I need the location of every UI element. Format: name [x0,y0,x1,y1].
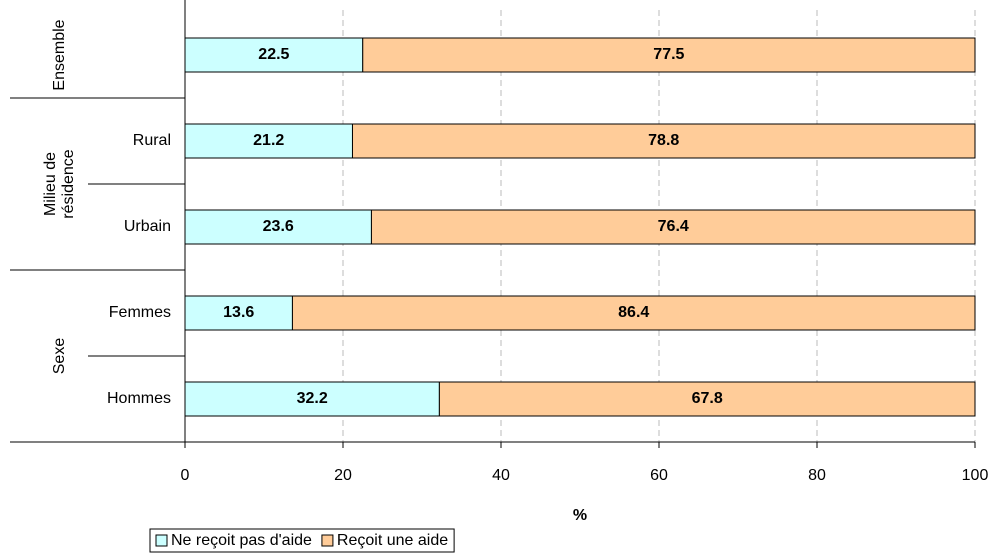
group-label: Milieu derésidence [42,149,77,218]
x-tick-label: 100 [962,467,989,484]
value-label: 32.2 [297,390,328,407]
value-label: 76.4 [658,218,689,235]
legend-label: Ne reçoit pas d'aide [171,532,312,549]
x-axis-label: % [573,507,587,524]
bar-segment [362,37,976,73]
legend-box [149,528,455,553]
value-label: 22.5 [258,46,289,63]
bar-segment [438,381,976,417]
group-label-line: Sexe [51,338,68,375]
x-tick-label: 80 [808,467,826,484]
value-label: 13.6 [223,304,254,321]
value-label: 86.4 [618,304,649,321]
legend-swatch [155,534,168,547]
bar-segment [291,295,976,331]
y-tick-label: Rural [133,132,171,149]
x-tick-label: 40 [492,467,510,484]
x-tick-label: 20 [334,467,352,484]
bar-segment [351,123,976,159]
y-tick-label: Hommes [107,390,171,407]
legend-swatch [321,534,334,547]
value-label: 77.5 [653,46,684,63]
legend-label: Reçoit une aide [337,532,448,549]
bar-segment [184,381,440,417]
value-label: 21.2 [253,132,284,149]
bar-segment [184,295,293,331]
y-tick-label: Urbain [124,218,171,235]
group-label: Sexe [51,338,68,375]
bar-segment [184,209,372,245]
x-tick-label: 60 [650,467,668,484]
group-label-line: Milieu de [42,152,59,216]
y-tick-label: Femmes [109,304,171,321]
group-label-line: résidence [60,149,77,218]
group-label: Ensemble [51,19,68,90]
value-label: 67.8 [692,390,723,407]
x-tick-label: 0 [181,467,190,484]
bar-segment [370,209,976,245]
group-label-line: Ensemble [51,19,68,90]
value-label: 78.8 [648,132,679,149]
value-label: 23.6 [263,218,294,235]
bar-segment [184,123,353,159]
